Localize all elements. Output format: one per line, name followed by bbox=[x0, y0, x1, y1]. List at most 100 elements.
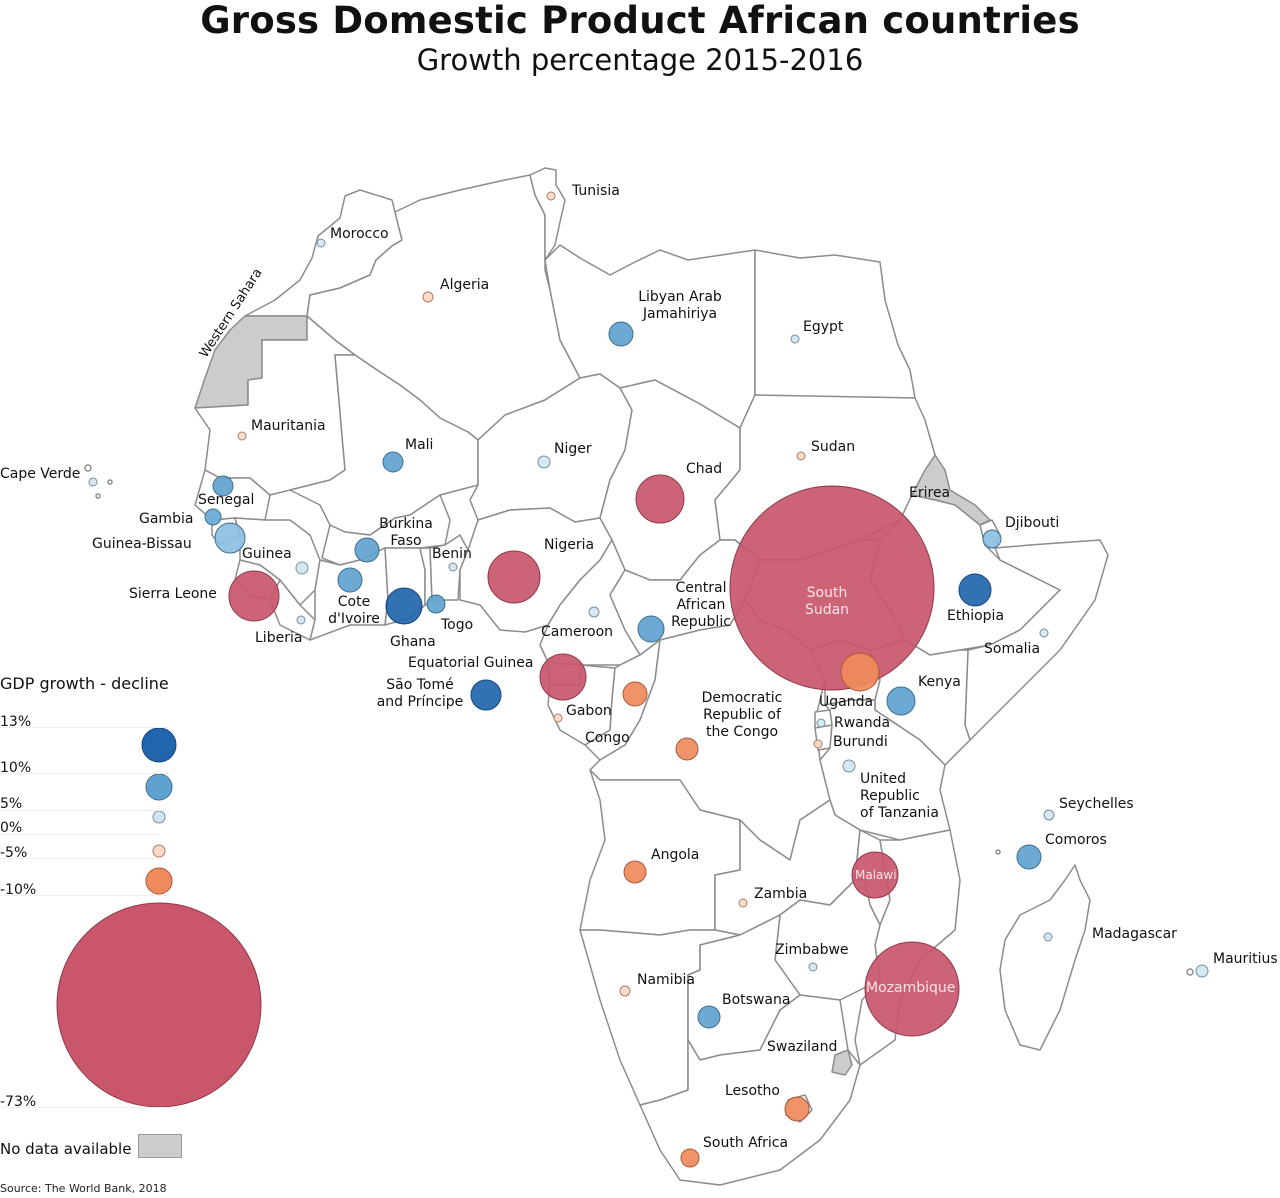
label-mali: Mali bbox=[405, 437, 434, 453]
bubble-tunisia[interactable] bbox=[546, 191, 556, 201]
island-cape-verde-3 bbox=[95, 493, 101, 499]
label-equatorial-guinea: Equatorial Guinea bbox=[408, 655, 534, 671]
legend-line bbox=[0, 858, 160, 859]
bubble-ghana[interactable] bbox=[385, 587, 423, 625]
bubble-cameroon[interactable] bbox=[588, 606, 600, 618]
bubble-congo[interactable] bbox=[622, 681, 648, 707]
label-car: Central African Republic bbox=[668, 580, 734, 631]
label-gabon: Gabon bbox=[566, 703, 612, 719]
label-niger: Niger bbox=[554, 441, 592, 457]
bubble-seychelles[interactable] bbox=[1043, 809, 1055, 821]
bubble-sudan[interactable] bbox=[796, 451, 806, 461]
bubble-ethiopia[interactable] bbox=[958, 573, 992, 607]
bubble-liberia[interactable] bbox=[296, 615, 306, 625]
bubble-uganda[interactable] bbox=[840, 652, 880, 692]
bubble-algeria[interactable] bbox=[422, 291, 434, 303]
legend-tick-minus73: -73% bbox=[0, 1094, 37, 1110]
bubble-tanzania[interactable] bbox=[842, 759, 856, 773]
label-south-sudan: South Sudan bbox=[794, 585, 860, 619]
label-sao-tome-line1: São Tomé bbox=[386, 677, 454, 693]
legend-line bbox=[0, 810, 170, 811]
country-madagascar[interactable] bbox=[999, 864, 1091, 1051]
bubble-niger[interactable] bbox=[537, 455, 551, 469]
bubble-madagascar[interactable] bbox=[1043, 932, 1053, 942]
country-south-africa[interactable] bbox=[639, 994, 861, 1186]
label-south-africa: South Africa bbox=[703, 1135, 789, 1151]
bubble-libya[interactable] bbox=[608, 321, 634, 347]
bubble-somalia[interactable] bbox=[1039, 628, 1049, 638]
bubble-rwanda[interactable] bbox=[816, 718, 826, 728]
bubble-mauritania[interactable] bbox=[237, 431, 247, 441]
bubble-lesotho[interactable] bbox=[784, 1096, 810, 1122]
bubble-sao-tome[interactable] bbox=[470, 679, 502, 711]
country-swaziland[interactable] bbox=[831, 1049, 853, 1076]
label-car-line3: Republic bbox=[671, 614, 731, 630]
bubble-kenya[interactable] bbox=[886, 686, 916, 716]
label-cote-line1: Cote bbox=[337, 594, 371, 610]
bubble-equatorial-guinea[interactable] bbox=[539, 653, 587, 701]
bubble-burundi[interactable] bbox=[813, 739, 823, 749]
label-kenya: Kenya bbox=[918, 674, 961, 690]
legend-bubble-5 bbox=[152, 810, 166, 824]
label-guinea: Guinea bbox=[242, 546, 292, 562]
bubble-mozambique[interactable] bbox=[864, 941, 960, 1037]
label-seychelles: Seychelles bbox=[1059, 796, 1134, 812]
label-drc-line2: Republic of bbox=[703, 707, 781, 723]
country-tunisia[interactable] bbox=[529, 167, 566, 261]
bubble-togo[interactable] bbox=[426, 594, 446, 614]
label-south-sudan-line1: South bbox=[806, 585, 848, 601]
bubble-angola[interactable] bbox=[623, 860, 647, 884]
bubble-comoros[interactable] bbox=[1016, 844, 1042, 870]
bubble-mauritius[interactable] bbox=[1195, 964, 1209, 978]
bubble-south-sudan[interactable] bbox=[729, 485, 935, 691]
bubble-guinea[interactable] bbox=[295, 561, 309, 575]
bubble-malawi[interactable] bbox=[851, 851, 899, 899]
bubble-gambia[interactable] bbox=[204, 508, 222, 526]
bubble-gabon[interactable] bbox=[553, 713, 563, 723]
label-libya-line2: Jamahiriya bbox=[642, 306, 718, 322]
bubble-burkina-faso[interactable] bbox=[354, 537, 380, 563]
label-zimbabwe: Zimbabwe bbox=[775, 942, 849, 958]
bubble-guinea-bissau[interactable] bbox=[214, 522, 246, 554]
bubble-chad[interactable] bbox=[635, 474, 685, 524]
legend-tick-5: 5% bbox=[0, 796, 23, 812]
label-djibouti: Djibouti bbox=[1005, 515, 1060, 531]
bubble-drc[interactable] bbox=[675, 737, 699, 761]
country-outlines bbox=[84, 167, 1194, 1186]
no-data-label: No data available bbox=[0, 1140, 132, 1158]
bubble-mali[interactable] bbox=[382, 451, 404, 473]
legend-bubble-minus73 bbox=[56, 902, 262, 1108]
bubble-morocco[interactable] bbox=[316, 238, 326, 248]
bubble-benin[interactable] bbox=[448, 562, 458, 572]
label-zambia: Zambia bbox=[754, 886, 808, 902]
legend-tick-minus5: -5% bbox=[0, 845, 28, 861]
bubble-sierra-leone[interactable] bbox=[228, 570, 280, 622]
bubble-egypt[interactable] bbox=[790, 334, 800, 344]
label-madagascar: Madagascar bbox=[1092, 926, 1177, 942]
bubble-nigeria[interactable] bbox=[487, 550, 541, 604]
bubble-cote-divoire[interactable] bbox=[337, 567, 363, 593]
label-sierra-leone: Sierra Leone bbox=[129, 586, 217, 602]
bubble-zimbabwe[interactable] bbox=[808, 962, 818, 972]
bubble-zambia[interactable] bbox=[738, 898, 748, 908]
island-comoros bbox=[995, 849, 1001, 855]
bubble-car[interactable] bbox=[637, 615, 665, 643]
source-note: Source: The World Bank, 2018 bbox=[0, 1182, 167, 1195]
label-swaziland: Swaziland bbox=[767, 1039, 838, 1055]
legend-line bbox=[0, 834, 160, 835]
label-erirea: Erirea bbox=[909, 485, 951, 501]
label-mauritius: Mauritius bbox=[1213, 951, 1278, 967]
label-ghana: Ghana bbox=[390, 634, 436, 650]
legend-line bbox=[0, 727, 170, 728]
bubble-botswana[interactable] bbox=[697, 1005, 721, 1029]
legend-tick-minus10: -10% bbox=[0, 882, 37, 898]
label-senegal: Senegal bbox=[198, 492, 255, 508]
bubble-senegal[interactable] bbox=[212, 475, 234, 497]
label-mauritania: Mauritania bbox=[251, 418, 326, 434]
bubble-namibia[interactable] bbox=[619, 985, 631, 997]
bubble-djibouti[interactable] bbox=[982, 529, 1002, 549]
legend-bubbles bbox=[56, 727, 262, 1108]
label-guinea-bissau: Guinea-Bissau bbox=[92, 536, 192, 552]
bubble-south-africa[interactable] bbox=[680, 1148, 700, 1168]
bubble-cape-verde[interactable] bbox=[88, 477, 98, 487]
